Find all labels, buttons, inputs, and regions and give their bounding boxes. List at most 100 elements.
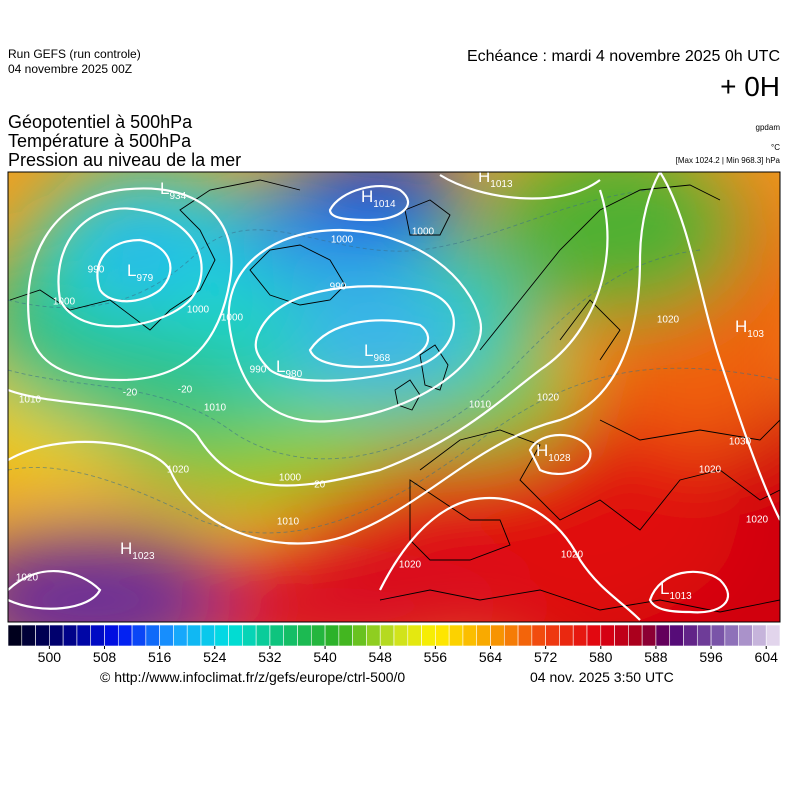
- colorbar-cell: [476, 624, 491, 647]
- contour-label: 990: [88, 265, 105, 276]
- colorbar-cell: [269, 624, 285, 647]
- colorbar-cell: [683, 624, 698, 647]
- colorbar-cell: [214, 624, 229, 647]
- colorbar-cell: [503, 624, 519, 647]
- colorbar-cell: [738, 624, 753, 647]
- contour-label: 1020: [657, 315, 680, 326]
- colorbar-cell: [641, 624, 657, 647]
- colorbar-cell: [765, 624, 781, 647]
- colorbar: 500 508 516 524 532 540 548 556 564 572 580 588 596 6…: [7, 624, 781, 665]
- colorbar-cell: [462, 624, 478, 647]
- map: L934L979H1014H1013L968L980H1023H103H1028…: [8, 167, 780, 622]
- colorbar-cell: [545, 624, 560, 647]
- colorbar-cell: [366, 624, 381, 647]
- colorbar-tick-label: 580: [589, 649, 613, 665]
- colorbar-cell: [35, 624, 50, 647]
- contour-label: 1020: [399, 560, 422, 571]
- colorbar-tick-label: 524: [203, 649, 227, 665]
- contour-label: 1010: [19, 395, 42, 406]
- colorbar-cell: [131, 624, 147, 647]
- center-kind: H: [120, 539, 132, 558]
- center-value: 980: [285, 369, 302, 380]
- center-value: 1023: [132, 551, 155, 562]
- contour-label: 1020: [699, 465, 722, 476]
- pressure-center: H1028: [536, 441, 571, 463]
- colorbar-tick-label: 532: [258, 649, 282, 665]
- colorbar-cell: [90, 624, 105, 647]
- colorbar-tick-label: 572: [534, 649, 558, 665]
- unit-hpa: [Max 1024.2 | Min 968.3] hPa: [676, 156, 781, 165]
- forecast-time: Echéance : mardi 4 novembre 2025 0h UTC: [467, 48, 780, 65]
- contour-label: 1000: [187, 305, 210, 316]
- colorbar-cell: [448, 624, 464, 647]
- contour-label: -20: [123, 388, 138, 399]
- colorbar-tick-label: 588: [644, 649, 668, 665]
- colorbar-tick-label: 556: [424, 649, 448, 665]
- colorbar-cell: [669, 624, 684, 647]
- contour-label: 1000: [331, 235, 354, 246]
- center-kind: H: [478, 167, 490, 186]
- colorbar-cell: [724, 624, 739, 647]
- run-label: Run GEFS (run controle): [8, 47, 141, 61]
- colorbar-cell: [586, 624, 602, 647]
- colorbar-tick-label: 500: [38, 649, 62, 665]
- colorbar-tick-label: 596: [699, 649, 723, 665]
- center-value: 934: [169, 191, 186, 202]
- colorbar-cell: [531, 624, 546, 647]
- colorbar-cell: [338, 624, 353, 647]
- colorbar-tick-label: 548: [369, 649, 393, 665]
- colorbar-cell: [21, 624, 36, 647]
- colorbar-tick-label: 516: [148, 649, 172, 665]
- map-labels: L934L979H1014H1013L968L980H1023H103H1028…: [16, 167, 769, 602]
- colorbar-cell: [517, 624, 533, 647]
- forecast-offset: + 0H: [720, 71, 780, 102]
- unit-gpdam: gpdam: [756, 123, 781, 132]
- colorbar-cell: [173, 624, 188, 647]
- contour-label: 1010: [204, 403, 227, 414]
- contour-label: 1020: [561, 550, 584, 561]
- center-value: 103: [747, 329, 764, 340]
- pressure-center: L979: [127, 261, 154, 283]
- center-kind: L: [660, 579, 669, 598]
- colorbar-cell: [393, 624, 409, 647]
- map-frame: [7, 171, 781, 623]
- pressure-center: L934: [160, 179, 187, 201]
- contour-label: 1000: [412, 227, 435, 238]
- title-geopotential: Géopotentiel à 500hPa: [8, 112, 193, 132]
- colorbar-cell: [76, 624, 92, 647]
- contour-label: 1030: [729, 437, 752, 448]
- colorbar-cell: [62, 624, 78, 647]
- center-kind: L: [127, 261, 136, 280]
- colorbar-cell: [352, 624, 367, 647]
- contour-label: -20: [178, 385, 193, 396]
- colorbar-cell: [490, 624, 505, 647]
- colorbar-cell: [242, 624, 257, 647]
- render-time: 04 nov. 2025 3:50 UTC: [530, 669, 674, 685]
- center-kind: L: [276, 357, 285, 376]
- center-value: 1028: [548, 453, 571, 464]
- contour-label: 1020: [746, 515, 769, 526]
- colorbar-cell: [435, 624, 450, 647]
- colorbar-cell: [614, 624, 629, 647]
- center-value: 1014: [373, 199, 396, 210]
- center-kind: H: [361, 187, 373, 206]
- colorbar-cell: [421, 624, 436, 647]
- center-value: 979: [136, 273, 153, 284]
- colorbar-cell: [228, 624, 243, 647]
- colorbar-cell: [297, 624, 312, 647]
- center-value: 1013: [490, 179, 513, 190]
- center-value: 1013: [669, 591, 692, 602]
- colorbar-cell: [145, 624, 160, 647]
- contour-label: 1010: [277, 517, 300, 528]
- colorbar-cell: [310, 624, 326, 647]
- colorbar-cell: [628, 624, 643, 647]
- contour-label: 1000: [279, 473, 302, 484]
- center-kind: H: [536, 441, 548, 460]
- colorbar-tick-label: 604: [755, 649, 779, 665]
- pressure-center: L968: [364, 341, 391, 363]
- pressure-center: H1023: [120, 539, 155, 561]
- title-pressure: Pression au niveau de la mer: [8, 150, 241, 170]
- pressure-center: H1014: [361, 187, 396, 209]
